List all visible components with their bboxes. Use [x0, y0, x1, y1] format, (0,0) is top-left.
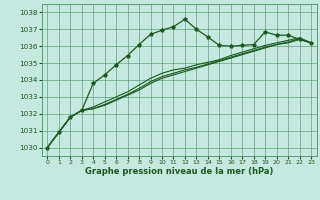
- X-axis label: Graphe pression niveau de la mer (hPa): Graphe pression niveau de la mer (hPa): [85, 167, 273, 176]
